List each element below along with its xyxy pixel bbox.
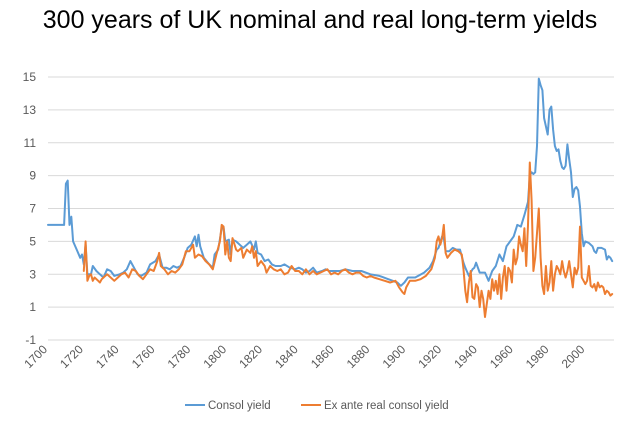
- x-tick-label: 1820: [236, 342, 265, 371]
- y-tick-label: -1: [25, 333, 36, 347]
- x-tick-label: 1720: [57, 342, 86, 371]
- y-tick-label: 9: [29, 169, 36, 183]
- y-tick-label: 5: [29, 234, 36, 248]
- x-tick-label: 1960: [487, 342, 516, 371]
- legend-label-1: Ex ante real consol yield: [324, 400, 449, 412]
- y-tick-label: 7: [29, 202, 36, 216]
- x-tick-label: 1840: [272, 342, 301, 371]
- x-tick-label: 1940: [451, 342, 480, 371]
- legend: Consol yield Ex ante real consol yield: [185, 400, 449, 412]
- series-line-1: [82, 161, 614, 318]
- chart-title: 300 years of UK nominal and real long-te…: [42, 6, 598, 34]
- x-tick-label: 1800: [200, 342, 229, 371]
- x-tick-label: 1860: [308, 342, 337, 371]
- x-axis-tick-labels: 1700 1720 1740 1760 1780 1800 1820 1840 1860 1880…: [21, 342, 587, 371]
- y-tick-label: 3: [29, 267, 36, 281]
- x-tick-label: 1880: [344, 342, 373, 371]
- y-tick-label: 11: [24, 136, 37, 150]
- x-tick-label: 1740: [93, 342, 122, 371]
- x-tick-label: 2000: [559, 342, 588, 371]
- x-tick-label: 1980: [523, 342, 552, 371]
- legend-label-0: Consol yield: [208, 400, 271, 412]
- x-tick-label: 1920: [415, 342, 444, 371]
- y-tick-label: 13: [23, 103, 37, 117]
- series-lines: [47, 77, 614, 318]
- x-tick-label: 1760: [129, 342, 158, 371]
- y-tick-label: 1: [29, 300, 36, 314]
- x-tick-label: 1780: [165, 342, 194, 371]
- series-line-0: [47, 77, 614, 287]
- x-tick-label: 1900: [380, 342, 409, 371]
- y-tick-label: 15: [23, 70, 37, 84]
